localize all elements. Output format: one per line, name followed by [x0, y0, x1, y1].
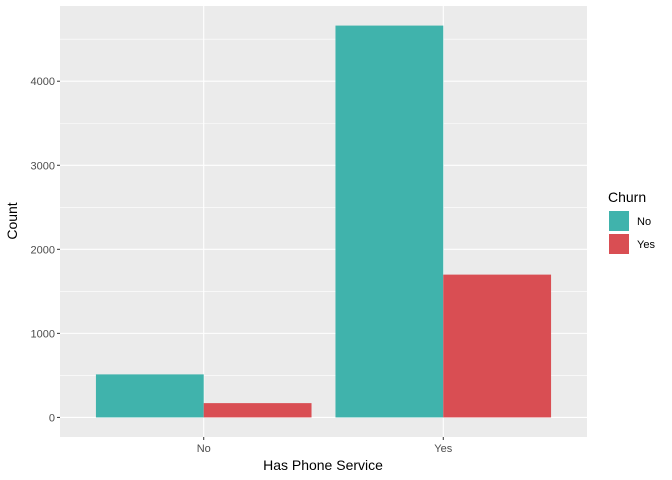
legend: Churn No Yes: [608, 189, 655, 254]
y-tick-label: 2000: [31, 244, 55, 256]
y-tick-label: 0: [49, 412, 55, 424]
legend-label-yes: Yes: [637, 239, 655, 251]
x-tick-label: No: [197, 443, 211, 455]
legend-label-no: No: [637, 216, 651, 228]
y-tick-label: 3000: [31, 160, 55, 172]
legend-key-no: [609, 211, 629, 231]
bar-no-churn-yes: [203, 403, 312, 418]
x-axis-title: Has Phone Service: [263, 457, 383, 473]
y-axis: 0 1000 2000 3000 4000: [31, 76, 60, 424]
bar-yes-churn-no: [335, 25, 444, 418]
bar-no-churn-no: [95, 374, 204, 418]
x-axis: No Yes: [197, 437, 453, 455]
y-axis-title: Count: [4, 202, 20, 239]
y-tick-label: 4000: [31, 76, 55, 88]
legend-items: No Yes: [609, 211, 655, 254]
y-tick-label: 1000: [31, 328, 55, 340]
bars: [95, 25, 552, 418]
x-tick-label: Yes: [434, 443, 452, 455]
legend-key-yes: [609, 234, 629, 254]
legend-title: Churn: [608, 189, 646, 205]
bar-yes-churn-yes: [443, 274, 552, 418]
